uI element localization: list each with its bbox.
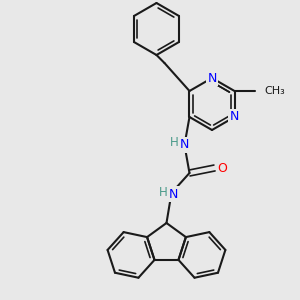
Text: CH₃: CH₃ xyxy=(265,86,285,96)
Text: O: O xyxy=(218,161,227,175)
Text: H: H xyxy=(159,185,168,199)
Text: N: N xyxy=(207,71,217,85)
Text: N: N xyxy=(230,110,239,124)
Text: H: H xyxy=(170,136,179,149)
Text: N: N xyxy=(180,139,189,152)
Text: N: N xyxy=(169,188,178,200)
